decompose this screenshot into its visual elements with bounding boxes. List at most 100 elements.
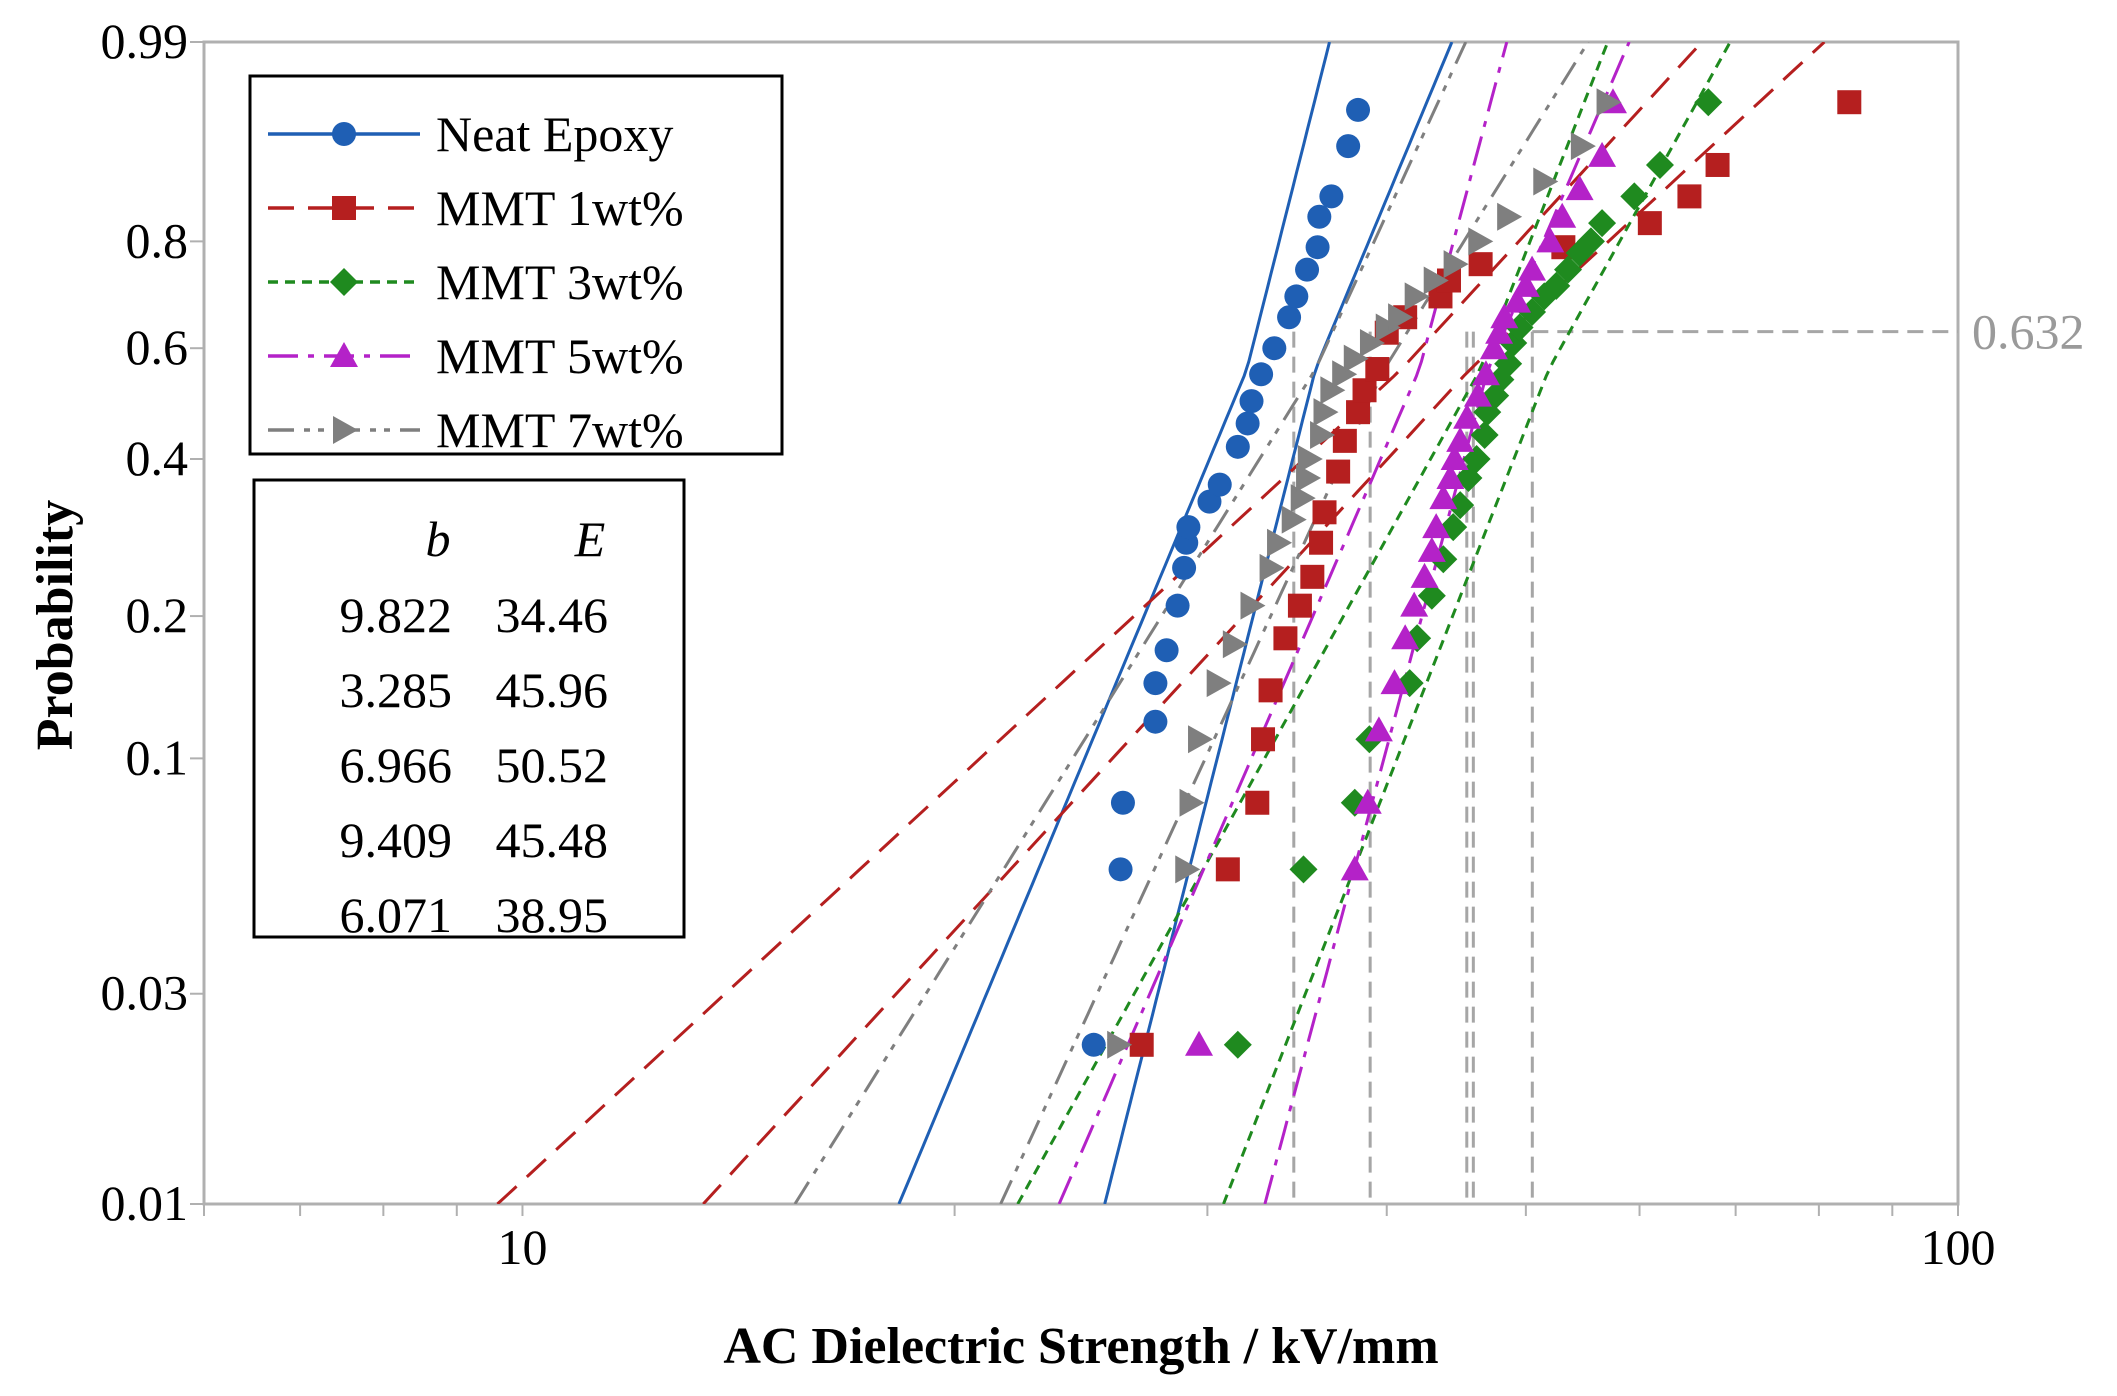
data-point	[1554, 255, 1583, 284]
data-point	[1110, 790, 1135, 815]
data-point	[1207, 472, 1232, 497]
data-point	[1309, 530, 1334, 555]
data-point	[1446, 426, 1475, 452]
data-point	[1364, 716, 1393, 742]
y-tick-label: 0.4	[126, 430, 189, 486]
data-point	[1533, 167, 1559, 196]
table-header-b: b	[426, 511, 451, 567]
data-point	[1570, 132, 1596, 161]
data-point	[1365, 357, 1390, 382]
data-point	[1176, 515, 1201, 540]
data-point	[1267, 528, 1293, 557]
data-point	[1258, 678, 1283, 703]
data-point	[1443, 250, 1469, 279]
data-point	[1081, 1032, 1106, 1057]
y-tick-label: 0.2	[126, 587, 189, 643]
data-point	[1677, 184, 1702, 209]
data-point	[1179, 788, 1205, 817]
data-point	[1284, 284, 1309, 309]
legend-marker	[332, 122, 356, 146]
data-point	[1340, 855, 1369, 881]
table-value-e: 45.48	[496, 812, 609, 868]
data-point	[1705, 152, 1730, 177]
data-point	[1417, 536, 1446, 562]
table-value-e: 38.95	[496, 887, 609, 943]
table-value-b: 3.285	[340, 662, 453, 718]
data-point	[1453, 403, 1482, 429]
data-point	[1463, 381, 1492, 407]
fit-upper-bound	[1263, 42, 1631, 1204]
table-value-b: 9.822	[340, 587, 453, 643]
data-point	[1262, 336, 1287, 361]
data-point	[1536, 227, 1565, 253]
data-point	[1548, 202, 1577, 228]
x-tick-label: 10	[497, 1219, 547, 1275]
data-point	[1417, 581, 1446, 610]
data-point	[1240, 591, 1266, 620]
data-point	[1497, 202, 1523, 231]
data-point	[1251, 727, 1276, 752]
data-point	[1462, 445, 1491, 474]
data-point	[1320, 376, 1346, 405]
parameter-table: b E 9.822 34.46 3.285 45.96 6.966 50.52 9.409 4…	[252, 478, 686, 943]
data-point	[1336, 134, 1361, 159]
table-value-b: 6.966	[340, 737, 453, 793]
reference-lines: 0.632	[1292, 304, 2085, 1204]
data-point	[1222, 630, 1248, 659]
data-point	[1235, 411, 1260, 436]
data-point	[1319, 184, 1344, 209]
data-point	[1188, 725, 1214, 754]
data-point	[1225, 434, 1250, 459]
tick-labels: 0.01 0.03 0.1 0.2 0.4 0.6 0.8 0.99 10 100	[101, 13, 1996, 1275]
fit-lines	[496, 42, 1826, 1204]
x-axis-title: AC Dielectric Strength / kV/mm	[723, 1318, 1438, 1375]
data-point	[1503, 287, 1532, 313]
data-point	[1310, 420, 1336, 449]
data-point	[1300, 564, 1325, 589]
data-point	[1694, 88, 1723, 117]
data-points	[1081, 88, 1862, 1059]
data-point	[1239, 389, 1264, 414]
table-value-e: 34.46	[496, 587, 609, 643]
y-tick-label: 0.1	[126, 729, 189, 785]
data-point	[1281, 505, 1307, 534]
reference-label: 0.632	[1972, 304, 2085, 360]
data-point	[1388, 303, 1414, 332]
data-point	[1313, 398, 1339, 427]
data-point	[1326, 459, 1351, 484]
legend-label: MMT 1wt%	[436, 180, 684, 236]
data-point	[1429, 484, 1458, 510]
y-tick-label: 0.99	[101, 13, 189, 69]
data-point	[1245, 790, 1270, 815]
fit-upper-bound	[1103, 42, 1454, 1204]
data-point	[1346, 400, 1371, 425]
data-point	[1343, 344, 1369, 373]
table-value-b: 9.409	[340, 812, 453, 868]
y-axis-title: Probability	[27, 500, 84, 750]
data-point	[1305, 235, 1330, 260]
data-point	[1175, 855, 1201, 884]
series-mmt-5wt-	[1185, 88, 1627, 1056]
data-point	[1185, 1030, 1214, 1056]
data-point	[1576, 227, 1605, 256]
data-point	[1436, 464, 1465, 490]
data-point	[1172, 555, 1197, 580]
y-tick-label: 0.6	[126, 319, 189, 375]
data-point	[1440, 445, 1469, 471]
data-point	[1223, 1030, 1252, 1059]
data-point	[1620, 182, 1649, 211]
parameter-table-box	[252, 478, 686, 939]
y-tick-label: 0.8	[126, 212, 189, 268]
series-neat-epoxy	[1081, 97, 1371, 1057]
data-point	[1165, 593, 1190, 618]
table-value-b: 6.071	[340, 887, 453, 943]
table-value-e: 45.96	[496, 662, 609, 718]
plot-border	[202, 40, 1960, 1206]
data-point	[1404, 282, 1430, 311]
table-header-e: E	[574, 511, 606, 567]
data-point	[1143, 671, 1168, 696]
data-point	[1206, 669, 1232, 698]
data-point	[1380, 669, 1409, 695]
table-value-e: 50.52	[496, 737, 609, 793]
data-point	[1565, 175, 1594, 201]
